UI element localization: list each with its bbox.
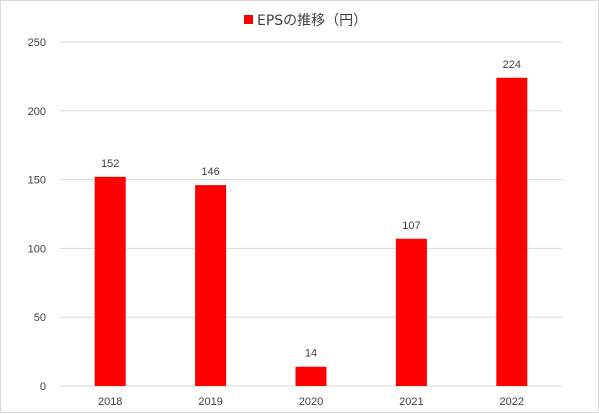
y-tick-label: 150 [28, 175, 46, 187]
data-label: 224 [503, 59, 521, 71]
legend-label: EPSの推移（円） [257, 13, 367, 29]
x-axis-ticks: 2018 2019 2020 2021 2022 [98, 396, 524, 408]
legend: EPSの推移（円） [244, 13, 367, 29]
bar [395, 238, 427, 386]
x-tick-label: 2018 [98, 396, 122, 408]
y-tick-label: 0 [40, 381, 46, 393]
y-tick-label: 100 [28, 243, 46, 255]
data-label: 107 [402, 220, 420, 232]
data-label: 152 [101, 158, 119, 170]
data-labels: 152 146 14 107 224 [101, 59, 521, 360]
gridlines [60, 41, 562, 387]
data-label: 14 [305, 348, 317, 360]
bar [295, 366, 327, 386]
y-tick-label: 50 [34, 312, 46, 324]
x-tick-label: 2020 [299, 396, 323, 408]
y-tick-label: 200 [28, 106, 46, 118]
x-tick-label: 2022 [500, 396, 524, 408]
data-label: 146 [201, 166, 219, 178]
x-tick-label: 2021 [399, 396, 423, 408]
legend-swatch [244, 15, 253, 24]
x-tick-label: 2019 [198, 396, 222, 408]
bar [496, 77, 528, 386]
y-tick-label: 250 [28, 37, 46, 49]
bars [94, 77, 528, 386]
bar [195, 185, 227, 386]
bar [94, 176, 126, 386]
y-axis-ticks: 0 50 100 150 200 250 [28, 37, 46, 393]
